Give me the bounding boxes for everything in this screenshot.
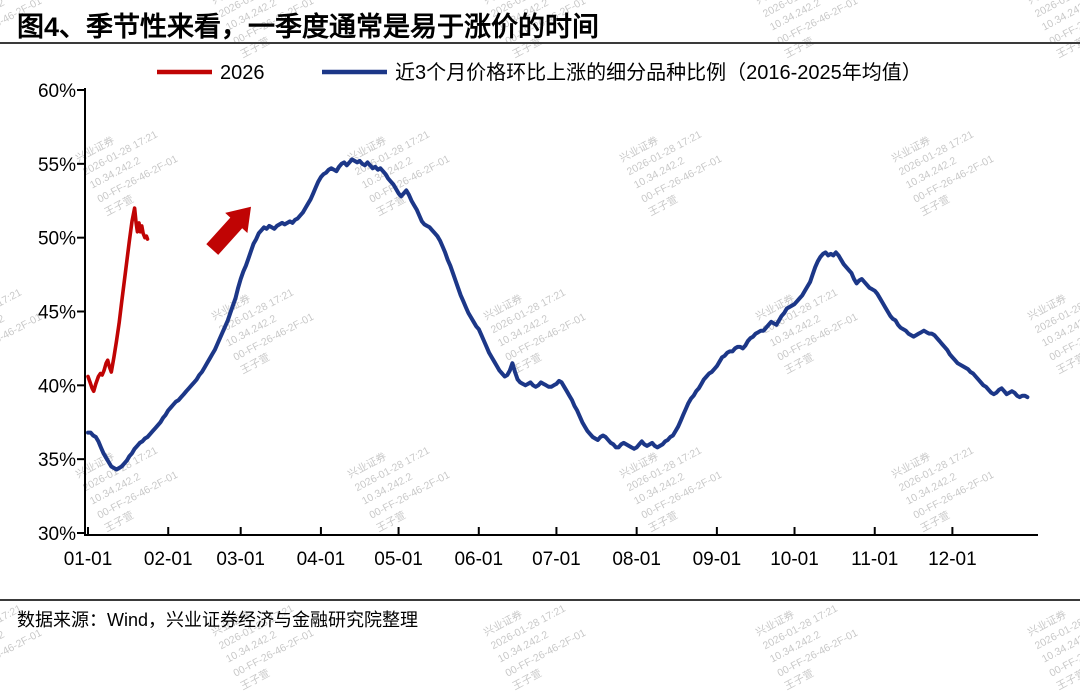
series-2026-line (86, 206, 150, 393)
legend-label: 近3个月价格环比上涨的细分品种比例（2016-2025年均值） (395, 61, 922, 84)
y-tick-label: 60% (38, 81, 76, 102)
x-tick-label: 04-01 (297, 549, 346, 570)
y-tick-label: 55% (38, 155, 76, 176)
seasonality-line-chart: 30% 35% 40% 45% 50% 55% 60% 01-01 02-01 03-01 04-0… (38, 61, 1038, 570)
x-tick-label: 09-01 (693, 549, 742, 570)
x-tick-label: 02-01 (144, 549, 193, 570)
x-tick-label: 10-01 (770, 549, 819, 570)
y-tick-label: 50% (38, 229, 76, 250)
legend-label: 2026 (220, 62, 265, 84)
y-tick-label: 40% (38, 376, 76, 397)
series-average-line (86, 157, 1030, 472)
figure-title: 图4、季节性来看，一季度通常是易于涨价的时间 (17, 12, 600, 42)
up-arrow-annotation (206, 206, 251, 255)
x-tick-label: 01-01 (64, 549, 113, 570)
source-note: 数据来源：Wind，兴业证券经济与金融研究院整理 (17, 610, 419, 630)
x-tick-label: 06-01 (454, 549, 503, 570)
x-tick-label: 11-01 (851, 549, 898, 570)
x-tick-label: 12-01 (928, 549, 977, 570)
x-tick-label: 03-01 (216, 549, 265, 570)
y-tick-label: 45% (38, 302, 76, 323)
y-tick-label: 30% (38, 524, 76, 545)
x-tick-label: 07-01 (532, 549, 581, 570)
footer-divider (0, 599, 1080, 601)
x-tick-label: 05-01 (374, 549, 423, 570)
y-tick-label: 35% (38, 450, 76, 471)
title-divider (0, 42, 1080, 44)
x-tick-label: 08-01 (612, 549, 661, 570)
